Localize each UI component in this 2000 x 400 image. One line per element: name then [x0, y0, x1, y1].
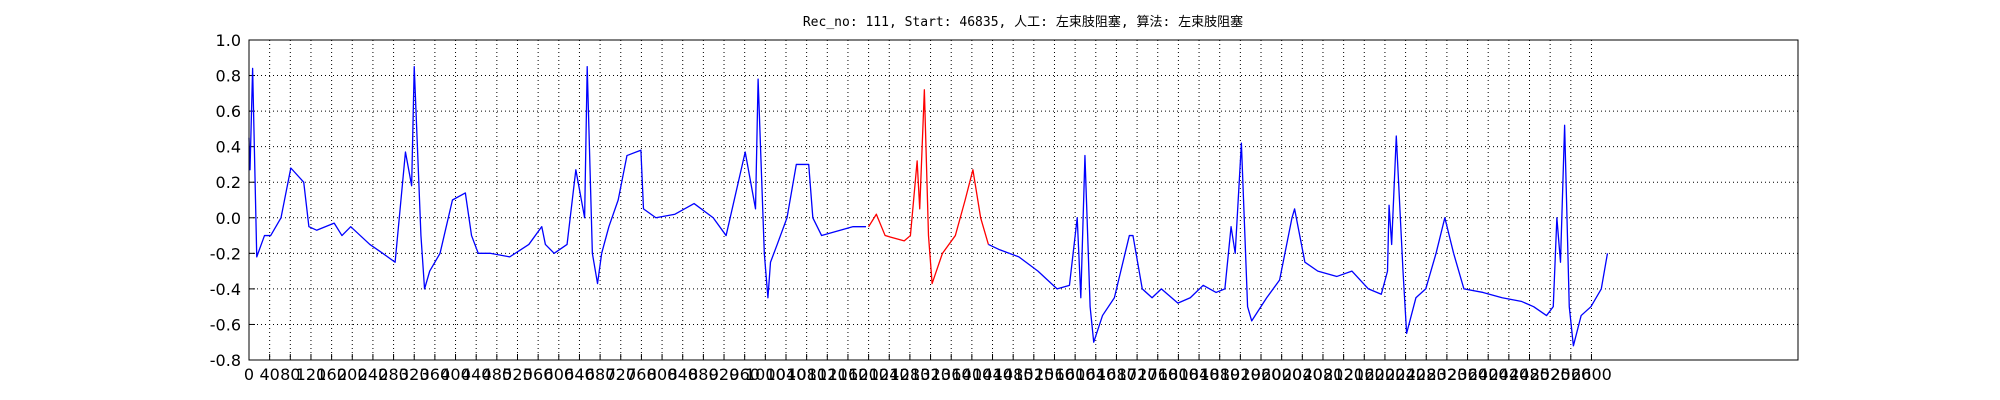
- x-tick-label: 1120: [807, 365, 848, 384]
- x-tick-label: 1360: [931, 365, 972, 384]
- x-tick-label: 2520: [1530, 365, 1571, 384]
- x-tick-label: 360: [420, 365, 451, 384]
- x-tick-label: 1760: [1137, 365, 1178, 384]
- x-tick-label: 760: [626, 365, 657, 384]
- x-tick-label: 2160: [1344, 365, 1385, 384]
- x-tick-label: 1960: [1241, 365, 1282, 384]
- x-tick-label: 1240: [869, 365, 910, 384]
- x-tick-label: 280: [378, 365, 409, 384]
- x-tick-label: 120: [296, 365, 327, 384]
- x-tick-label: 560: [523, 365, 554, 384]
- x-tick-label: 960: [729, 365, 760, 384]
- x-tick-label: 440: [461, 365, 492, 384]
- x-tick-label: 600: [544, 365, 575, 384]
- series-line: [868, 89, 990, 285]
- x-tick-label: 1040: [766, 365, 807, 384]
- x-tick-label: 880: [688, 365, 719, 384]
- x-tick-label: 1600: [1055, 365, 1096, 384]
- x-tick-label: 1000: [745, 365, 786, 384]
- x-tick-label: 2040: [1282, 365, 1323, 384]
- x-tick-label: 2000: [1261, 365, 1302, 384]
- x-tick-label: 2280: [1406, 365, 1447, 384]
- y-tick-label: 0.6: [216, 102, 241, 121]
- x-tick-label: 40: [259, 365, 279, 384]
- x-tick-label: 2360: [1447, 365, 1488, 384]
- y-tick-label: 0.4: [216, 138, 241, 157]
- x-tick-label: 1560: [1034, 365, 1075, 384]
- y-tick-label: -0.8: [210, 351, 241, 370]
- x-tick-label: 1800: [1158, 365, 1199, 384]
- series-line: [988, 124, 1609, 347]
- x-tick-label: 480: [482, 365, 513, 384]
- x-tick-label: 2560: [1550, 365, 1591, 384]
- x-tick-label: 640: [564, 365, 595, 384]
- x-tick-label: 1080: [786, 365, 827, 384]
- series-line: [248, 66, 867, 299]
- x-tick-label: 840: [667, 365, 698, 384]
- x-tick-label: 2200: [1365, 365, 1406, 384]
- x-tick-label: 0: [244, 365, 254, 384]
- y-tick-label: -0.2: [210, 244, 241, 263]
- y-tick-label: -0.6: [210, 315, 241, 334]
- y-tick-label: 0.8: [216, 67, 241, 86]
- x-tick-label: 2440: [1488, 365, 1529, 384]
- x-tick-label: 1440: [972, 365, 1013, 384]
- x-tick-label: 920: [709, 365, 740, 384]
- x-tick-label: 1160: [828, 365, 869, 384]
- x-tick-label: 1640: [1075, 365, 1116, 384]
- x-tick-label: 2080: [1303, 365, 1344, 384]
- x-tick-label: 1280: [890, 365, 931, 384]
- x-tick-label: 520: [502, 365, 533, 384]
- x-tick-label: 1520: [1013, 365, 1054, 384]
- plot-frame: [248, 39, 1799, 361]
- x-tick-label: 800: [647, 365, 678, 384]
- x-tick-label: 1480: [993, 365, 1034, 384]
- x-tick-label: 1720: [1117, 365, 1158, 384]
- y-tick-label: 0.2: [216, 173, 241, 192]
- x-tick-label: 80: [280, 365, 300, 384]
- y-tick-label: 1.0: [216, 31, 241, 50]
- x-tick-label: 1200: [848, 365, 889, 384]
- x-tick-label: 1880: [1199, 365, 1240, 384]
- x-tick-label: 1680: [1096, 365, 1137, 384]
- x-tick-label: 240: [358, 365, 389, 384]
- y-tick-label: 0.0: [216, 209, 241, 228]
- x-tick-label: 1320: [910, 365, 951, 384]
- y-tick-label: -0.4: [210, 280, 241, 299]
- x-tick-label: 720: [605, 365, 636, 384]
- x-tick-label: 2400: [1468, 365, 1509, 384]
- x-tick-label: 2120: [1323, 365, 1364, 384]
- x-tick-label: 200: [337, 365, 368, 384]
- x-tick-label: 320: [399, 365, 430, 384]
- x-tick-label: 1400: [952, 365, 993, 384]
- x-tick-label: 2320: [1427, 365, 1468, 384]
- x-tick-label: 1920: [1220, 365, 1261, 384]
- x-tick-label: 400: [440, 365, 471, 384]
- x-tick-label: 160: [316, 365, 347, 384]
- x-tick-label: 680: [585, 365, 616, 384]
- x-tick-label: 1840: [1179, 365, 1220, 384]
- x-tick-label: 2240: [1385, 365, 1426, 384]
- chart-title: Rec_no: 111, Start: 46835, 人工: 左束肢阻塞, 算法…: [803, 14, 1243, 30]
- x-tick-label: 2480: [1509, 365, 1550, 384]
- x-tick-label: 2600: [1571, 365, 1612, 384]
